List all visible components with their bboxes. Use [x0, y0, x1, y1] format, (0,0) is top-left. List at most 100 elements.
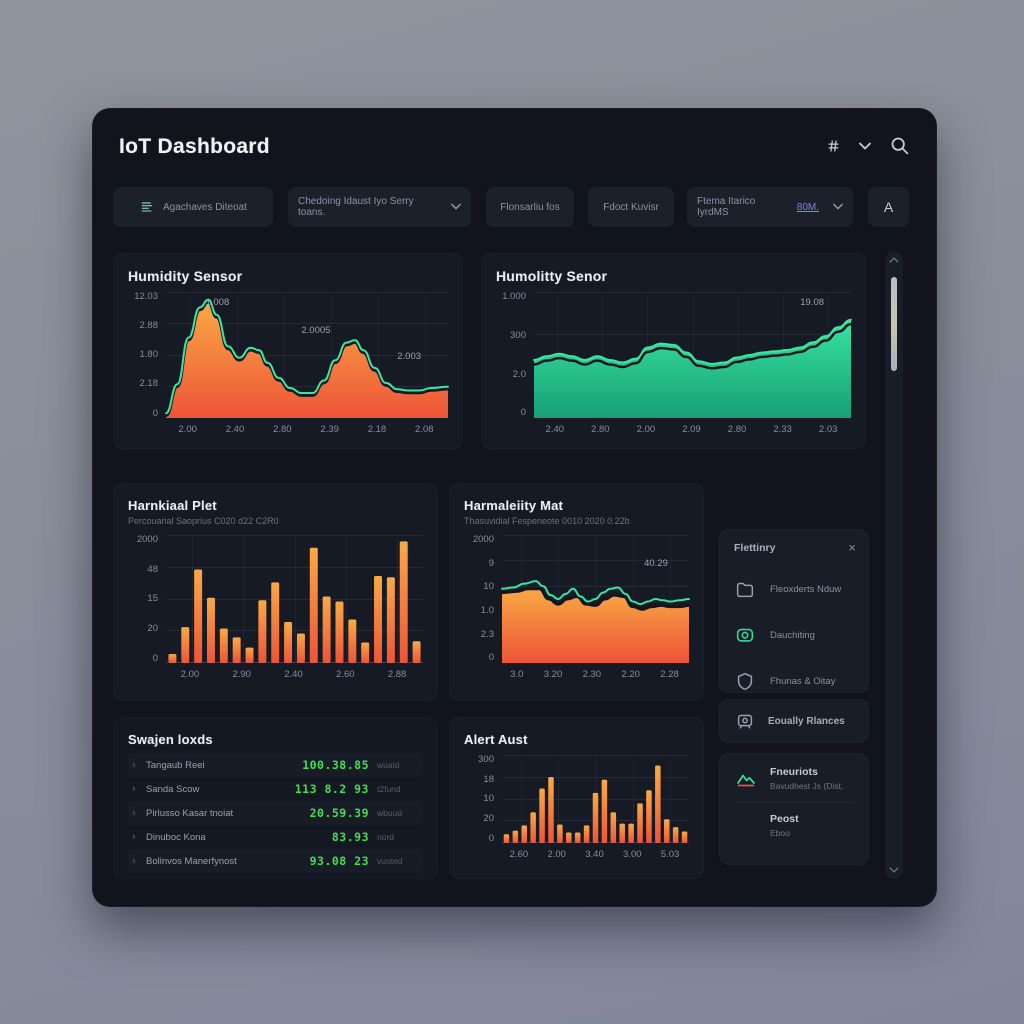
- search-icon[interactable]: [889, 135, 910, 156]
- x-tick: 2.18: [367, 424, 387, 435]
- device-label: Bolinvos Manerfynost: [146, 855, 237, 867]
- device-readings-card: Swajen loxds › Tangaub Reei 100.38.85 wuaid…: [113, 717, 438, 879]
- x-axis: 3.0 3.20 2.30 2.20 2.28: [500, 669, 689, 680]
- x-tick: 5.03: [660, 849, 680, 860]
- scroll-up-icon[interactable]: [885, 257, 903, 263]
- x-tick: 2.00: [178, 424, 197, 435]
- device-unit: wbuud: [377, 808, 403, 818]
- chart-title: Humolitty Senor: [496, 268, 608, 284]
- y-tick: 2.0: [512, 368, 526, 380]
- device-unit: vuoted: [377, 856, 403, 866]
- y-tick: 9: [488, 557, 494, 569]
- filter-a-button[interactable]: A: [868, 187, 909, 227]
- close-icon[interactable]: ×: [848, 540, 856, 555]
- y-axis: 12.03 2.88 1.80 2.18 0: [128, 292, 160, 418]
- camera-icon: [734, 624, 756, 646]
- alerts-bar-chart: [502, 755, 689, 843]
- card-title: Fneuriots: [770, 766, 818, 778]
- panel-item[interactable]: Dauchiting: [734, 624, 854, 646]
- folder-icon: [734, 578, 756, 600]
- y-tick: 1.000: [502, 291, 526, 302]
- filter-power-select[interactable]: Ftema Itarico IyrdMS 80M.: [687, 187, 853, 227]
- header-actions: [826, 135, 910, 156]
- x-tick: 2.90: [232, 669, 251, 680]
- filter-fdoct-button[interactable]: Fdoct Kuvisr: [588, 187, 674, 227]
- list-icon: [139, 199, 155, 215]
- panel-item-label: Fhunas & Oitay: [770, 675, 836, 687]
- humidity-sensor-card: Humidity Sensor 12.03 2.88 1.80 2.18 0 1.008…: [113, 253, 463, 449]
- device-row[interactable]: › Tangaub Reei 100.38.85 wuaid: [128, 753, 423, 777]
- device-icon: [734, 710, 756, 732]
- device-label: Sanda Scow: [146, 783, 200, 795]
- x-tick: 2.00: [547, 849, 566, 860]
- x-axis: 2.40 2.80 2.00 2.09 2.80 2.33 2.03: [532, 424, 851, 435]
- x-tick: 3.0: [510, 669, 524, 680]
- x-tick: 2.33: [773, 424, 792, 435]
- device-value: 83.93: [331, 830, 369, 844]
- filter-flonsarliu-button[interactable]: Flonsarliu fos: [486, 187, 574, 227]
- y-tick: 0: [488, 652, 494, 664]
- y-tick: 2.3: [480, 628, 494, 640]
- x-tick: 2.00: [636, 424, 656, 435]
- chevron-down-icon[interactable]: [859, 142, 871, 150]
- x-tick: 2.40: [225, 424, 245, 435]
- filter-link[interactable]: 80M.: [796, 201, 819, 213]
- filter-label: Ftema Itarico IyrdMS: [697, 196, 756, 218]
- x-tick: 3.20: [543, 669, 563, 680]
- dashboard-window: IoT Dashboard Agachaves Diteoat Chedoing…: [92, 108, 937, 907]
- equally-riances-card[interactable]: Eoually Rlances: [719, 699, 869, 743]
- scroll-down-icon[interactable]: [885, 867, 903, 873]
- device-row[interactable]: › Dinuboc Kona 83.93 nord: [128, 825, 423, 849]
- filter-devices-button[interactable]: Agachaves Diteoat: [113, 187, 273, 227]
- chart-title: Humidity Sensor: [128, 268, 243, 284]
- device-value: 113 8.2 93: [294, 782, 369, 796]
- device-unit: wuaid: [377, 760, 400, 770]
- y-tick: 0: [152, 407, 158, 419]
- x-tick: 2.80: [591, 424, 610, 435]
- y-axis: 2000 48 15 20 0: [128, 535, 160, 663]
- chart-title: Harnkiaal Plet: [128, 498, 217, 513]
- humidity-mat-card: Harmaleiity Mat Thasuvidial Fespeneote 0…: [449, 483, 704, 701]
- y-tick: 20: [483, 812, 494, 824]
- device-readings-list: › Tangaub Reei 100.38.85 wuaid › Sanda Scow 11…: [128, 753, 423, 873]
- chevron-right-icon: ›: [132, 759, 136, 771]
- x-axis: 2.00 2.40 2.80 2.39 2.18 2.08: [164, 424, 448, 435]
- mountain-icon: [734, 768, 758, 792]
- x-tick: 2.39: [320, 424, 339, 435]
- chevron-right-icon: ›: [132, 807, 136, 819]
- filter-label: Fdoct Kuvisr: [603, 201, 659, 213]
- humidity-mat-chart: 40.29: [500, 535, 691, 663]
- chart-subtitle: Percouarial Saoprius C020 d22 C2R0: [128, 516, 279, 526]
- x-tick: 2.28: [660, 669, 679, 680]
- device-value: 93.08 23: [309, 854, 369, 868]
- scrollbar-thumb[interactable]: [891, 277, 897, 371]
- page-title: IoT Dashboard: [119, 135, 270, 158]
- y-tick: 1.0: [480, 605, 494, 617]
- card-footer-title: Peost: [770, 813, 799, 825]
- filter-label: A: [883, 199, 894, 215]
- y-axis: 300 18 10 20 0: [464, 755, 496, 843]
- x-tick: 2.08: [415, 424, 434, 435]
- card-subtitle: Bavudhest Js (Dist,: [770, 781, 844, 791]
- y-tick: 300: [510, 329, 526, 341]
- device-row[interactable]: › Sanda Scow 113 8.2 93 t2fund: [128, 777, 423, 801]
- filter-range-select[interactable]: Chedoing Idaust Iyo Serry toans.: [288, 187, 471, 227]
- hash-icon[interactable]: [826, 138, 841, 154]
- chevron-right-icon: ›: [132, 783, 136, 795]
- scrollbar-track[interactable]: [885, 251, 903, 879]
- panel-item[interactable]: Fleoxderts Nduw: [734, 578, 854, 600]
- device-unit: nord: [377, 832, 395, 842]
- x-tick: 2.80: [727, 424, 747, 435]
- device-row[interactable]: › Bolinvos Manerfynost 93.08 23 vuoted: [128, 849, 423, 873]
- pneuriots-card[interactable]: Fneuriots Bavudhest Js (Dist, Peost Eboo: [719, 753, 869, 865]
- y-tick: 2.88: [139, 320, 159, 332]
- y-axis: 2000 9 10 1.0 2.3 0: [464, 535, 496, 663]
- x-tick: 2.60: [336, 669, 355, 680]
- chevron-right-icon: ›: [132, 831, 136, 843]
- y-tick: 20: [147, 622, 158, 634]
- y-tick: 2000: [472, 534, 494, 545]
- panel-item[interactable]: Fhunas & Oitay: [734, 670, 854, 692]
- panel-title: Flettinry: [734, 542, 776, 554]
- panel-item-label: Dauchiting: [770, 629, 815, 641]
- device-row[interactable]: › Pirlusso Kasar tnoiat 20.59.39 wbuud: [128, 801, 423, 825]
